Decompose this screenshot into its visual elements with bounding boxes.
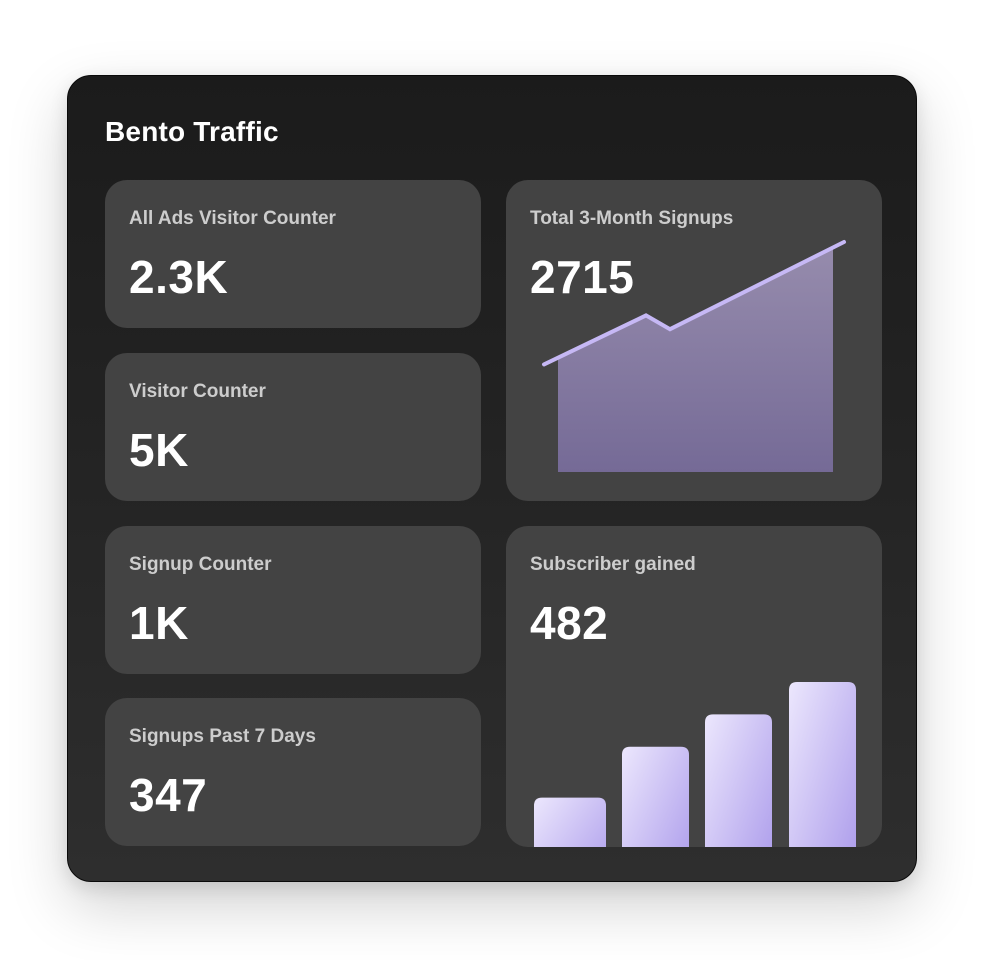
area-fill (558, 247, 833, 472)
card-value: 2.3K (129, 251, 229, 303)
bar-1 (534, 797, 606, 847)
card-value: 482 (530, 597, 609, 649)
card-all-ads-visitor-counter[interactable]: All Ads Visitor Counter 2.3K (105, 180, 481, 328)
card-value: 5K (129, 424, 189, 476)
card-value: 347 (129, 769, 208, 821)
page-title: Bento Traffic (105, 116, 279, 147)
bar-2 (622, 746, 689, 847)
card-label: Signup Counter (129, 554, 272, 575)
card-label: Signups Past 7 Days (129, 726, 316, 747)
bar-3 (705, 714, 772, 847)
card-label: All Ads Visitor Counter (129, 208, 336, 229)
card-total-3-month-signups[interactable]: Total 3-Month Signups 2715 (506, 180, 882, 501)
card-label: Visitor Counter (129, 381, 266, 402)
card-visitor-counter[interactable]: Visitor Counter 5K (105, 353, 481, 501)
card-value: 1K (129, 597, 189, 649)
card-signups-past-7-days[interactable]: Signups Past 7 Days 347 (105, 698, 481, 846)
series-line (542, 240, 846, 367)
card-signup-counter[interactable]: Signup Counter 1K (105, 526, 481, 674)
card-subscriber-gained[interactable]: Subscriber gained 482 (506, 526, 882, 847)
signups-area-chart (542, 240, 846, 472)
bar-4 (789, 682, 856, 847)
card-value: 2715 (530, 251, 635, 303)
dashboard-window: Bento Traffic All Ads Visitor Counter 2.… (67, 75, 917, 882)
card-label: Total 3-Month Signups (530, 208, 734, 229)
subscriber-bar-chart (534, 682, 856, 847)
card-label: Subscriber gained (530, 554, 696, 575)
